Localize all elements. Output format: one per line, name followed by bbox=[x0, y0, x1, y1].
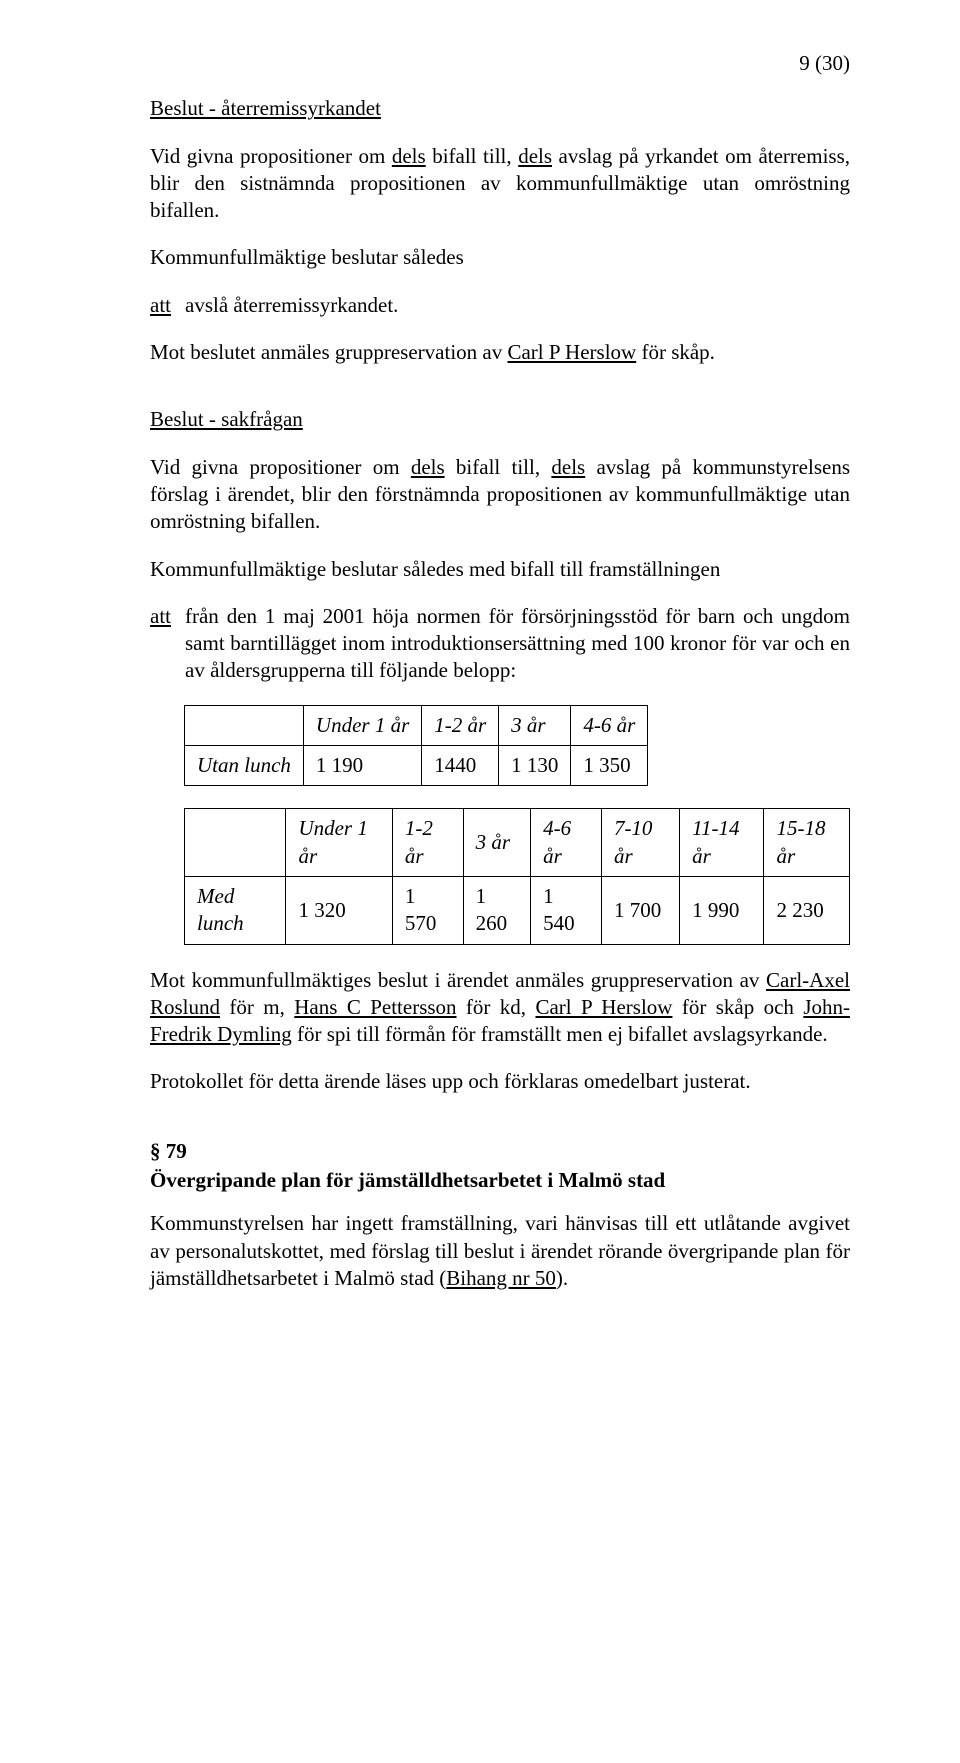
att-body: från den 1 maj 2001 höja normen för förs… bbox=[185, 603, 850, 685]
table-cell: 1 260 bbox=[463, 876, 531, 944]
table-cell bbox=[185, 705, 304, 745]
table-row: Under 1 år 1-2 år 3 år 4-6 år bbox=[185, 705, 648, 745]
table-med-lunch: Under 1 år 1-2 år 3 år 4-6 år 7-10 år 11… bbox=[184, 808, 850, 944]
table-cell: 1-2 år bbox=[392, 809, 463, 877]
table-cell: 1 350 bbox=[571, 746, 648, 786]
table-cell: 1 320 bbox=[286, 876, 392, 944]
t: dels bbox=[392, 144, 426, 168]
t: Vid givna propositioner om bbox=[150, 455, 411, 479]
heading-text: Beslut - återremissyrkandet bbox=[150, 96, 381, 120]
table-cell: 1440 bbox=[422, 746, 499, 786]
table-cell: 15-18 år bbox=[764, 809, 850, 877]
table-cell: 1 540 bbox=[531, 876, 602, 944]
table-row: Utan lunch 1 190 1440 1 130 1 350 bbox=[185, 746, 648, 786]
table-cell: 1 190 bbox=[303, 746, 421, 786]
t: ). bbox=[556, 1266, 568, 1290]
t: bifall till, bbox=[445, 455, 552, 479]
t: för kd, bbox=[457, 995, 536, 1019]
heading-beslut-sakfragan: Beslut - sakfrågan bbox=[150, 406, 850, 433]
att-label: att bbox=[150, 603, 171, 685]
table-cell: 7-10 år bbox=[601, 809, 679, 877]
table-cell: 1 570 bbox=[392, 876, 463, 944]
document-page: 9 (30) Beslut - återremissyrkandet Vid g… bbox=[0, 0, 960, 1763]
heading-beslut-aterremiss: Beslut - återremissyrkandet bbox=[150, 95, 850, 122]
table-cell: 3 år bbox=[499, 705, 571, 745]
t: dels bbox=[411, 455, 445, 479]
att-body: avslå återremissyrkandet. bbox=[185, 292, 850, 319]
para-10: Kommunstyrelsen har ingett framställning… bbox=[150, 1210, 850, 1292]
att-label: att bbox=[150, 292, 171, 319]
table-cell: 1 990 bbox=[680, 876, 764, 944]
table-cell: 4-6 år bbox=[571, 705, 648, 745]
t: för skåp och bbox=[672, 995, 803, 1019]
page-number: 9 (30) bbox=[150, 50, 850, 77]
table-cell: 1 130 bbox=[499, 746, 571, 786]
name-pettersson: Hans C Pettersson bbox=[294, 995, 456, 1019]
table-cell: 2 230 bbox=[764, 876, 850, 944]
para-1: Vid givna propositioner om dels bifall t… bbox=[150, 143, 850, 225]
para-9: Protokollet för detta ärende läses upp o… bbox=[150, 1068, 850, 1095]
att-clause-1: att avslå återremissyrkandet. bbox=[150, 292, 850, 319]
section-number: § 79 bbox=[150, 1138, 850, 1165]
table-cell: Under 1 år bbox=[303, 705, 421, 745]
para-8: Mot kommunfullmäktiges beslut i ärendet … bbox=[150, 967, 850, 1049]
t: för spi till förmån för framställt men e… bbox=[292, 1022, 828, 1046]
t: för m, bbox=[220, 995, 294, 1019]
table-cell: Utan lunch bbox=[185, 746, 304, 786]
t: dels bbox=[551, 455, 585, 479]
name-herslow: Carl P Herslow bbox=[507, 340, 636, 364]
heading-text: Beslut - sakfrågan bbox=[150, 407, 303, 431]
att-clause-2: att från den 1 maj 2001 höja normen för … bbox=[150, 603, 850, 685]
table-row: Med lunch 1 320 1 570 1 260 1 540 1 700 … bbox=[185, 876, 850, 944]
section-title: Övergripande plan för jämställdhetsarbet… bbox=[150, 1167, 850, 1194]
table-cell: 1-2 år bbox=[422, 705, 499, 745]
ref-bihang: Bihang nr 50 bbox=[446, 1266, 556, 1290]
para-4: Mot beslutet anmäles gruppreservation av… bbox=[150, 339, 850, 366]
t: bifall till, bbox=[426, 144, 519, 168]
table-cell: 4-6 år bbox=[531, 809, 602, 877]
t: dels bbox=[518, 144, 552, 168]
name-herslow: Carl P Herslow bbox=[535, 995, 672, 1019]
para-5: Vid givna propositioner om dels bifall t… bbox=[150, 454, 850, 536]
para-2: Kommunfullmäktige beslutar således bbox=[150, 244, 850, 271]
t: Mot kommunfullmäktiges beslut i ärendet … bbox=[150, 968, 766, 992]
table-utan-lunch: Under 1 år 1-2 år 3 år 4-6 år Utan lunch… bbox=[184, 705, 648, 787]
para-6: Kommunfullmäktige beslutar således med b… bbox=[150, 556, 850, 583]
table-cell bbox=[185, 809, 286, 877]
t: för skåp. bbox=[636, 340, 715, 364]
table-cell: 11-14 år bbox=[680, 809, 764, 877]
table-cell: 1 700 bbox=[601, 876, 679, 944]
t: Vid givna propositioner om bbox=[150, 144, 392, 168]
t: Mot beslutet anmäles gruppreservation av bbox=[150, 340, 507, 364]
table-cell: Med lunch bbox=[185, 876, 286, 944]
table-cell: Under 1 år bbox=[286, 809, 392, 877]
table-cell: 3 år bbox=[463, 809, 531, 877]
table-row: Under 1 år 1-2 år 3 år 4-6 år 7-10 år 11… bbox=[185, 809, 850, 877]
